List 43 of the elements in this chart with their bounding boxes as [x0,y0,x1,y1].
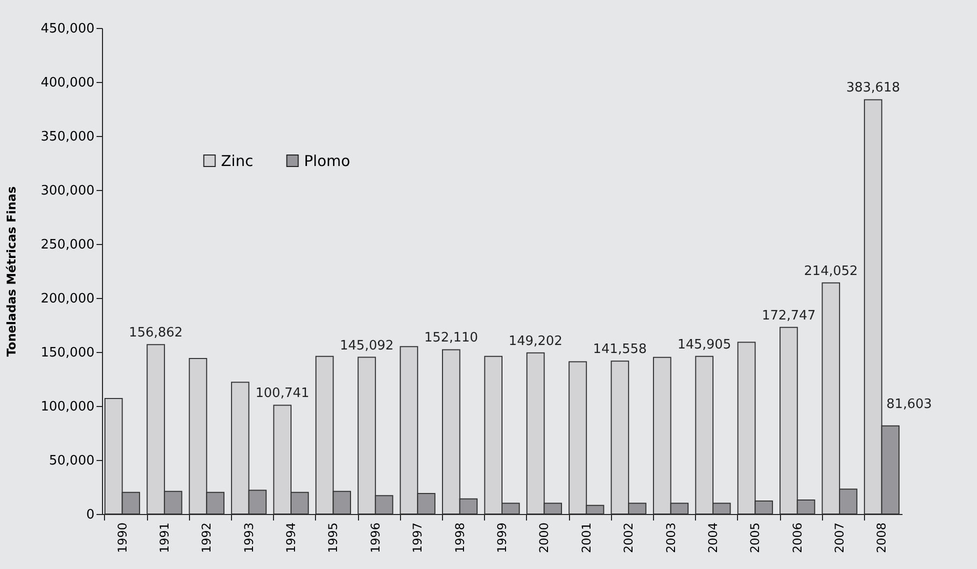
y-tick-label: 250,000 [40,238,94,252]
data-label: 100,741 [255,386,310,402]
x-tick-label: 1994 [284,522,298,554]
y-tick-label: 400,000 [40,76,94,90]
y-tick-label: 150,000 [40,346,94,360]
x-tick-label: 2001 [579,522,594,554]
y-tick-label: 0 [86,508,94,522]
data-label: 152,110 [424,330,478,346]
x-tick-label: 2004 [706,522,720,554]
y-tick-label: 350,000 [40,130,94,144]
x-tick-label: 1998 [452,522,467,554]
x-tick-label: 2007 [832,522,847,554]
x-tick-label: 1990 [115,522,130,554]
x-tick-label: 2003 [664,522,678,554]
legend-label: Plomo [304,152,350,170]
data-label: 172,747 [762,308,816,324]
x-tick-label: 1999 [495,522,509,554]
y-axis-title: Toneladas Métricas Finas [4,186,19,357]
x-tick-label: 1992 [200,522,214,554]
x-tick-label: 1991 [157,522,172,554]
data-label: 81,603 [886,396,932,412]
data-label: 149,202 [508,334,562,349]
data-label: 141,558 [593,342,647,358]
y-tick-label: 100,000 [40,400,94,414]
data-label: 214,052 [804,264,858,279]
x-tick-label: 2005 [748,522,762,554]
x-tick-label: 1997 [410,522,425,554]
x-tick-label: 1996 [368,522,382,554]
data-label: 156,862 [128,326,183,341]
x-tick-label: 2008 [874,522,889,554]
x-tick-label: 2006 [790,522,804,554]
y-tick-label: 50,000 [49,454,94,468]
y-tick-label: 450,000 [40,22,94,36]
x-tick-label: 2000 [537,522,552,554]
x-tick-label: 1995 [326,522,340,554]
data-label: 383,618 [846,80,900,96]
data-label: 145,905 [677,337,732,352]
x-tick-label: 2002 [622,522,636,554]
y-tick-label: 200,000 [40,292,94,306]
legend-label: Zinc [221,152,254,170]
x-tick-label: 1993 [242,522,256,554]
data-label: 145,092 [340,338,394,354]
y-tick-label: 300,000 [40,184,94,198]
